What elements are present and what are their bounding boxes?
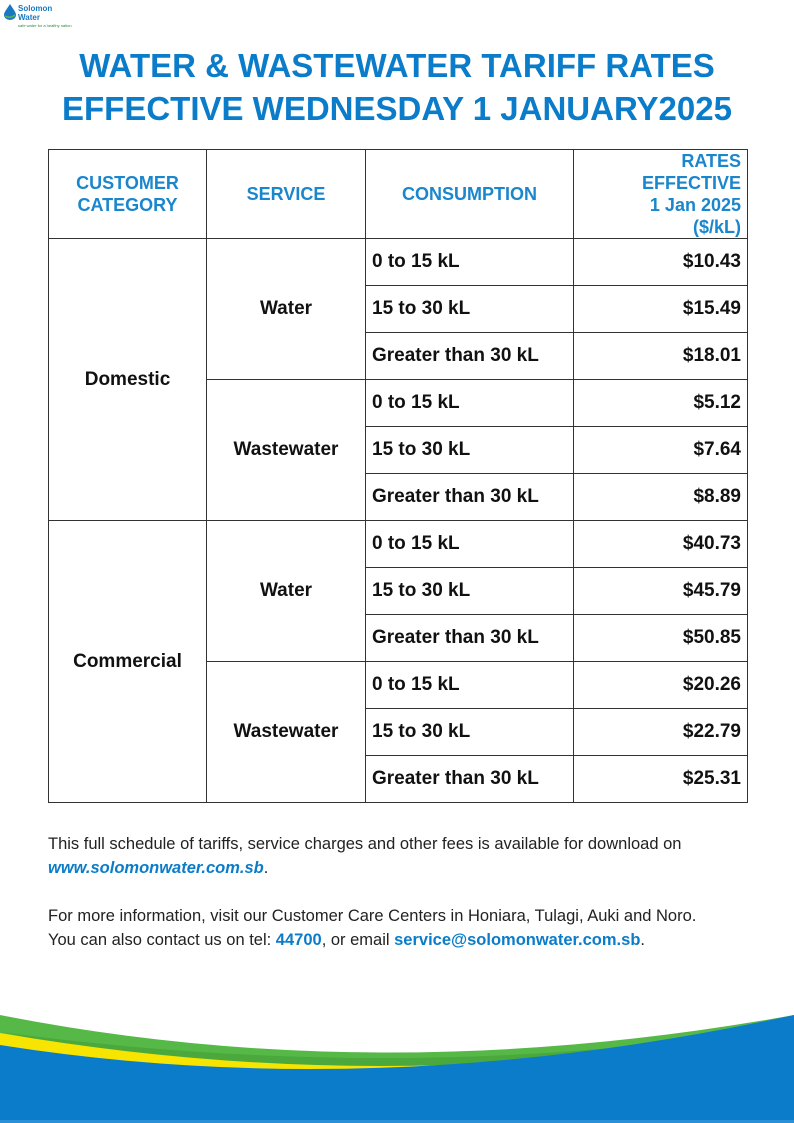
table-row: 15 to 30 kL $22.79	[49, 708, 748, 756]
rate-cell: $15.49	[573, 285, 748, 333]
table-row: Greater than 30 kL $18.01	[49, 332, 748, 380]
consumption-cell: 15 to 30 kL	[365, 285, 574, 333]
logo: Solomon Water safe water for a healthy na…	[4, 4, 72, 28]
water-drop-icon	[4, 4, 16, 20]
contact-email-text: , or email	[321, 931, 395, 949]
download-paragraph: This full schedule of tariffs, service c…	[48, 832, 768, 880]
rate-cell: $25.31	[573, 755, 748, 803]
footer-info: This full schedule of tariffs, service c…	[48, 832, 768, 976]
customer-category-cell: Domestic	[48, 238, 207, 521]
consumption-cell: 0 to 15 kL	[365, 238, 574, 286]
table-row: Greater than 30 kL $50.85	[49, 614, 748, 662]
service-cell: Wastewater	[206, 379, 366, 521]
service-cell: Wastewater	[206, 661, 366, 803]
consumption-cell: 15 to 30 kL	[365, 567, 574, 615]
rate-cell: $50.85	[573, 614, 748, 662]
service-cell: Water	[206, 520, 366, 662]
consumption-cell: 0 to 15 kL	[365, 661, 574, 709]
footer-wave-decoration	[0, 1015, 794, 1123]
rates-l1: RATES EFFECTIVE	[641, 151, 741, 193]
punct: .	[640, 931, 645, 949]
table-row: 15 to 30 kL $7.64	[49, 426, 748, 474]
rate-cell: $20.26	[573, 661, 748, 709]
consumption-cell: 15 to 30 kL	[365, 708, 574, 756]
phone-number[interactable]: 44700	[275, 931, 322, 949]
rates-l2: 1 Jan 2025	[649, 195, 741, 215]
table-row: Commercial Water 0 to 15 kL $40.73	[48, 520, 748, 803]
logo-text: Solomon Water	[18, 4, 53, 22]
consumption-cell: 0 to 15 kL	[365, 379, 574, 427]
rates-l3: ($/kL)	[692, 217, 741, 237]
rate-cell: $5.12	[573, 379, 748, 427]
contact-text: For more information, visit our Customer…	[48, 907, 697, 925]
consumption-cell: 0 to 15 kL	[365, 520, 574, 568]
table-row: Domestic Water 0 to 15 kL $10.43	[48, 238, 748, 521]
consumption-cell: Greater than 30 kL	[365, 332, 574, 380]
table-row: Greater than 30 kL $25.31	[49, 755, 748, 803]
consumption-cell: Greater than 30 kL	[365, 473, 574, 521]
logo-tagline: safe water for a healthy nation	[18, 23, 72, 28]
service-cell: Water	[206, 238, 366, 380]
title-line-1: WATER & WASTEWATER TARIFF RATES	[79, 47, 715, 84]
header-rates: RATES EFFECTIVE 1 Jan 2025 ($/kL)	[573, 149, 748, 239]
email-link[interactable]: service@solomonwater.com.sb	[394, 931, 641, 949]
rate-cell: $18.01	[573, 332, 748, 380]
header-service: SERVICE	[206, 149, 366, 239]
table-row: Wastewater 0 to 15 kL $5.12	[49, 379, 748, 521]
contact-tel-text: You can also contact us on tel:	[48, 931, 276, 949]
table-row: Greater than 30 kL $8.89	[49, 473, 748, 521]
table-row: 15 to 30 kL $45.79	[49, 567, 748, 615]
rate-cell: $45.79	[573, 567, 748, 615]
table-row: 15 to 30 kL $15.49	[49, 285, 748, 333]
header-consumption: CONSUMPTION	[365, 149, 574, 239]
rate-cell: $10.43	[573, 238, 748, 286]
rate-cell: $8.89	[573, 473, 748, 521]
title-line-2: EFFECTIVE WEDNESDAY 1 JANUARY2025	[62, 90, 732, 127]
rate-cell: $40.73	[573, 520, 748, 568]
website-link[interactable]: www.solomonwater.com.sb	[48, 859, 264, 877]
punct: .	[263, 859, 269, 877]
consumption-cell: Greater than 30 kL	[365, 614, 574, 662]
contact-paragraph: For more information, visit our Customer…	[48, 904, 768, 952]
rate-cell: $22.79	[573, 708, 748, 756]
consumption-cell: 15 to 30 kL	[365, 426, 574, 474]
header-customer-category: CUSTOMER CATEGORY	[48, 149, 207, 239]
table-row: Wastewater 0 to 15 kL $20.26	[49, 661, 748, 803]
customer-category-cell: Commercial	[48, 520, 207, 803]
rate-cell: $7.64	[573, 426, 748, 474]
consumption-cell: Greater than 30 kL	[365, 755, 574, 803]
table-header-row: CUSTOMER CATEGORY SERVICE CONSUMPTION RA…	[48, 149, 748, 239]
page-title: WATER & WASTEWATER TARIFF RATES EFFECTIVE…	[0, 44, 794, 130]
tariff-table: CUSTOMER CATEGORY SERVICE CONSUMPTION RA…	[48, 149, 748, 803]
download-text: This full schedule of tariffs, service c…	[48, 835, 682, 853]
